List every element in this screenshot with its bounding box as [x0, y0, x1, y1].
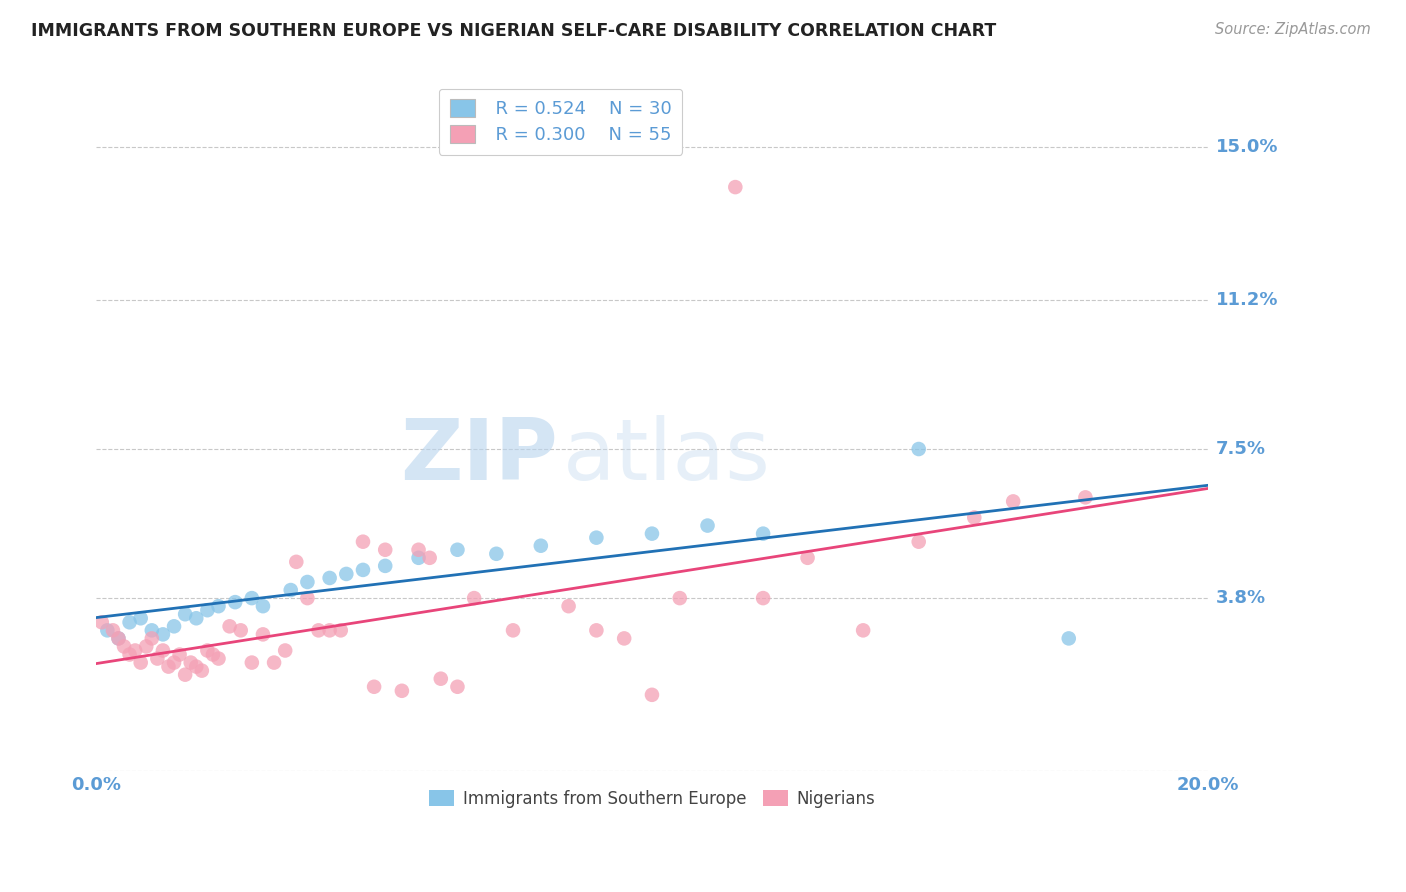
Point: [530, 539, 553, 553]
Point: [446, 680, 468, 694]
Point: [207, 599, 229, 614]
Point: [186, 611, 208, 625]
Point: [218, 619, 240, 633]
Point: [668, 591, 690, 606]
Point: [169, 648, 191, 662]
Point: [1057, 632, 1080, 646]
Point: [374, 542, 396, 557]
Point: [446, 542, 468, 557]
Point: [1074, 491, 1097, 505]
Point: [352, 534, 374, 549]
Point: [419, 550, 441, 565]
Point: [107, 632, 129, 646]
Point: [907, 442, 929, 456]
Point: [641, 688, 664, 702]
Point: [195, 603, 218, 617]
Point: [696, 518, 718, 533]
Point: [463, 591, 485, 606]
Point: [201, 648, 224, 662]
Point: [135, 640, 157, 654]
Point: [263, 656, 285, 670]
Point: [297, 591, 319, 606]
Point: [141, 632, 163, 646]
Point: [318, 624, 340, 638]
Point: [613, 632, 636, 646]
Point: [502, 624, 524, 638]
Text: atlas: atlas: [562, 415, 770, 498]
Point: [585, 624, 607, 638]
Point: [641, 526, 664, 541]
Point: [752, 526, 775, 541]
Point: [408, 550, 430, 565]
Text: 3.8%: 3.8%: [1216, 589, 1267, 607]
Point: [118, 615, 141, 630]
Point: [252, 599, 274, 614]
Point: [101, 624, 124, 638]
Point: [163, 619, 186, 633]
Point: [118, 648, 141, 662]
Point: [852, 624, 875, 638]
Text: 7.5%: 7.5%: [1216, 440, 1265, 458]
Point: [163, 656, 186, 670]
Point: [796, 550, 818, 565]
Point: [724, 180, 747, 194]
Point: [297, 574, 319, 589]
Point: [141, 624, 163, 638]
Text: 11.2%: 11.2%: [1216, 291, 1278, 309]
Point: [224, 595, 246, 609]
Point: [129, 611, 152, 625]
Text: Source: ZipAtlas.com: Source: ZipAtlas.com: [1215, 22, 1371, 37]
Point: [252, 627, 274, 641]
Point: [124, 643, 146, 657]
Point: [96, 624, 118, 638]
Text: ZIP: ZIP: [399, 415, 558, 498]
Point: [1002, 494, 1025, 508]
Point: [391, 683, 413, 698]
Point: [352, 563, 374, 577]
Point: [907, 534, 929, 549]
Point: [318, 571, 340, 585]
Point: [329, 624, 352, 638]
Point: [195, 643, 218, 657]
Point: [129, 656, 152, 670]
Point: [557, 599, 579, 614]
Point: [408, 542, 430, 557]
Point: [112, 640, 135, 654]
Point: [191, 664, 214, 678]
Point: [335, 566, 357, 581]
Point: [585, 531, 607, 545]
Point: [157, 659, 180, 673]
Text: 15.0%: 15.0%: [1216, 137, 1278, 156]
Point: [180, 656, 202, 670]
Point: [146, 651, 169, 665]
Point: [229, 624, 252, 638]
Text: IMMIGRANTS FROM SOUTHERN EUROPE VS NIGERIAN SELF-CARE DISABILITY CORRELATION CHA: IMMIGRANTS FROM SOUTHERN EUROPE VS NIGER…: [31, 22, 997, 40]
Point: [308, 624, 330, 638]
Point: [280, 582, 302, 597]
Point: [285, 555, 308, 569]
Point: [90, 615, 112, 630]
Point: [363, 680, 385, 694]
Point: [186, 659, 208, 673]
Legend: Immigrants from Southern Europe, Nigerians: Immigrants from Southern Europe, Nigeria…: [423, 783, 882, 814]
Point: [963, 510, 986, 524]
Point: [240, 656, 263, 670]
Point: [174, 667, 197, 681]
Point: [274, 643, 297, 657]
Point: [152, 627, 174, 641]
Point: [174, 607, 197, 622]
Point: [152, 643, 174, 657]
Point: [207, 651, 229, 665]
Point: [374, 558, 396, 573]
Point: [752, 591, 775, 606]
Point: [107, 632, 129, 646]
Point: [430, 672, 453, 686]
Point: [240, 591, 263, 606]
Point: [485, 547, 508, 561]
